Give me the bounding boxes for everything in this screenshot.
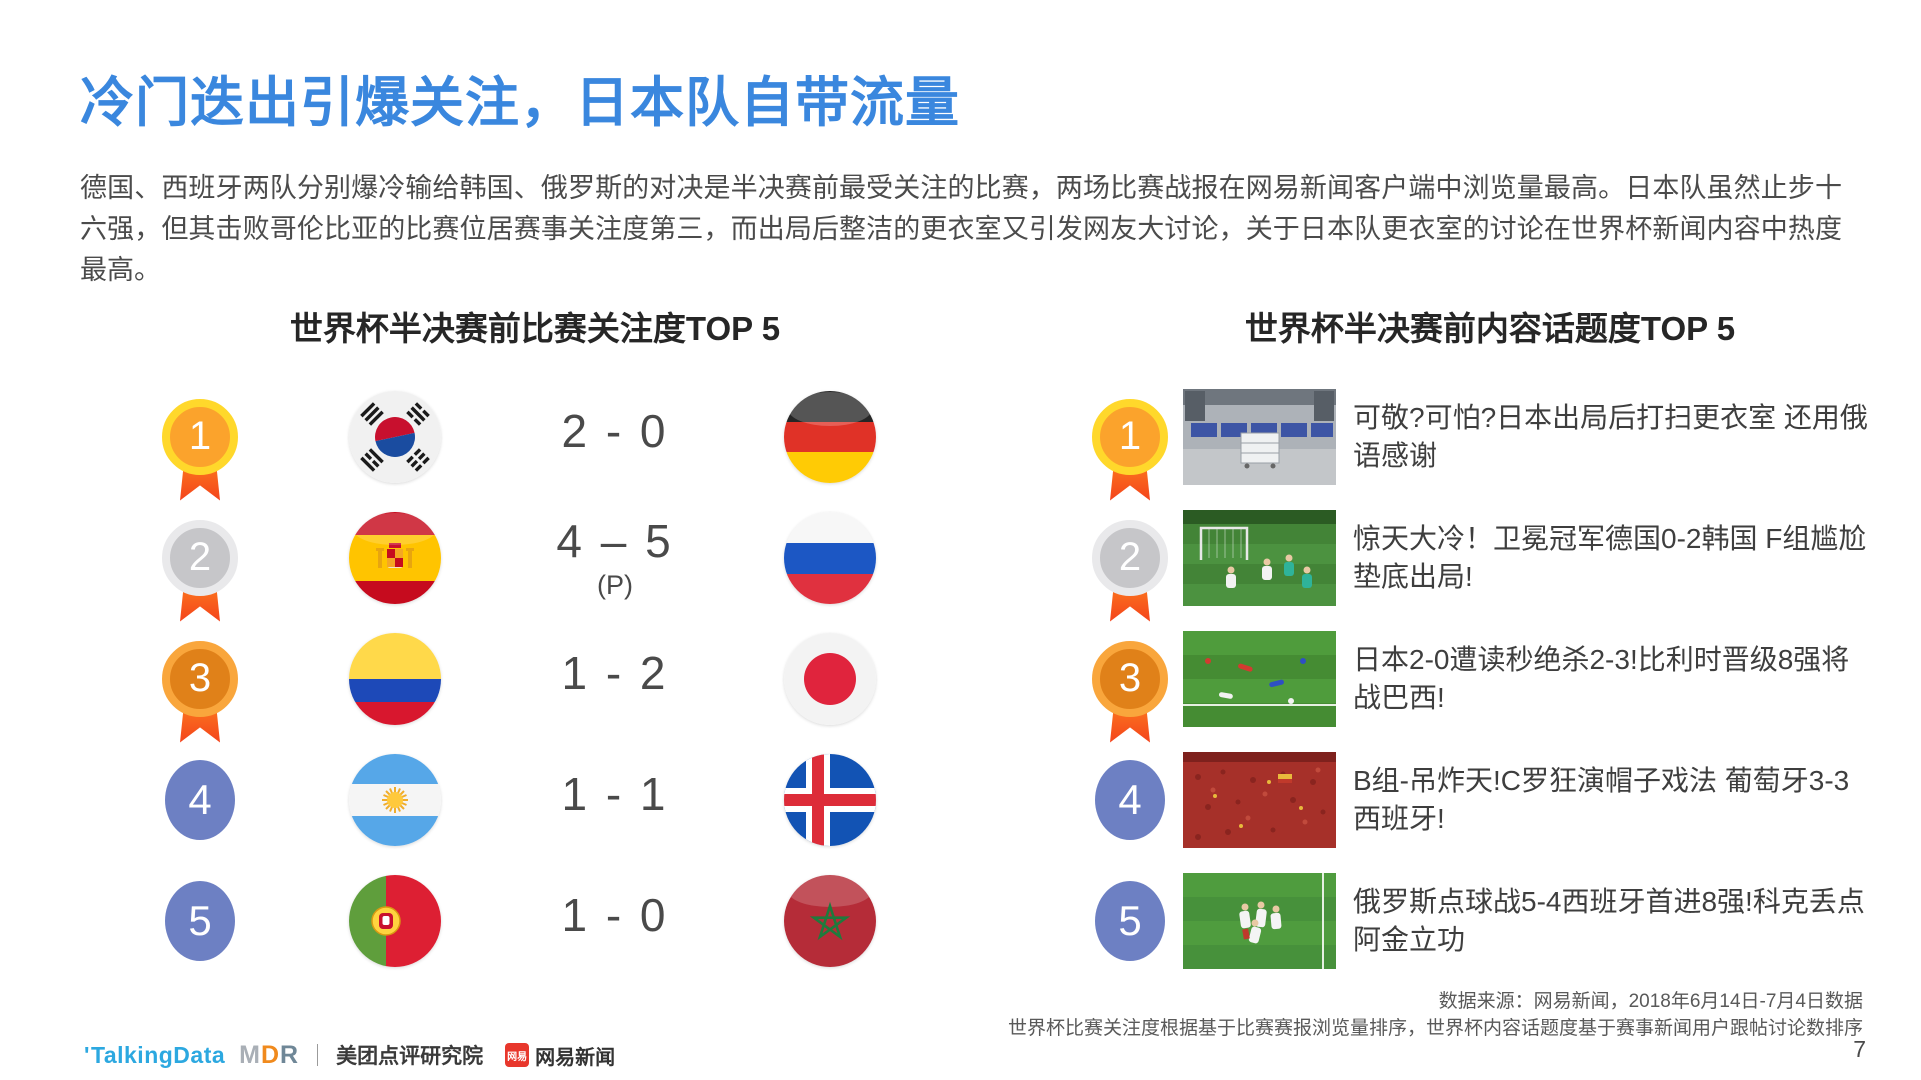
- germany-flag-icon: [784, 390, 876, 483]
- score-note: [561, 460, 668, 470]
- rank-3-medal-icon: 3: [162, 640, 238, 743]
- news-headline: 可敬?可怕?日本出局后打扫更衣室 还用俄语感谢: [1353, 401, 1868, 471]
- russia-spain-match-photo: [1182, 872, 1336, 969]
- table-row: 5 1 - 0: [130, 860, 950, 981]
- intro-paragraph: 德国、西班牙两队分别爆冷输给韩国、俄罗斯的对决是半决赛前最受关注的比赛，两场比赛…: [80, 173, 1842, 285]
- table-row: 2: [1092, 497, 1895, 622]
- match-attention-ranking: 1 2 - 0: [130, 376, 950, 981]
- locker-room-photo: [1182, 388, 1336, 485]
- rank-4-badge: 4: [1095, 759, 1165, 840]
- rank-2-medal-icon: 2: [1092, 519, 1168, 622]
- netease-badge-icon: 网易: [505, 1043, 530, 1067]
- data-source-note: 数据来源：网易新闻，2018年6月14日-7月4日数据 世界杯比赛关注度根据基于…: [1008, 988, 1863, 1042]
- meituan-dianping-institute-logo: 美团点评研究院: [336, 1045, 484, 1068]
- score-note: (P): [597, 570, 633, 600]
- mdr-logo: M D R: [239, 1040, 300, 1069]
- news-headline: 俄罗斯点球战5-4西班牙首进8强!科克丢点阿金立功: [1353, 885, 1865, 955]
- rank-5-badge: 5: [1095, 880, 1165, 961]
- table-row: 1 2 - 0: [130, 376, 950, 501]
- rank-number: 5: [188, 896, 212, 944]
- rank-number: 4: [1118, 775, 1142, 823]
- score-note: [561, 944, 668, 954]
- netease-news-logo: 网易 网易新闻: [505, 1041, 615, 1070]
- rank-1-medal-icon: 1: [1092, 398, 1168, 501]
- match-score: 1 - 1: [561, 767, 669, 820]
- germany-korea-match-photo: [1182, 509, 1336, 606]
- rank-4-badge: 4: [165, 759, 235, 840]
- table-row: 2 4 – 5: [130, 497, 950, 622]
- rank-number: 2: [1118, 535, 1142, 579]
- table-row: 1: [1092, 376, 1895, 501]
- match-score: 4 – 5: [556, 515, 674, 567]
- talkingdata-logo: TalkingData: [84, 1042, 225, 1069]
- table-row: 3 1 - 2: [130, 618, 950, 743]
- left-ranking-title: 世界杯半决赛前比赛关注度TOP 5: [289, 310, 781, 347]
- argentina-flag-icon: [349, 753, 441, 846]
- match-score: 2 - 0: [561, 404, 669, 457]
- match-score: 1 - 0: [561, 888, 669, 941]
- rank-number: 2: [188, 535, 212, 579]
- content-topic-ranking: 1: [1092, 376, 1895, 981]
- source-line-2: 世界杯比赛关注度根据基于比赛赛报浏览量排序，世界杯内容话题度基于赛事新闻用户跟帖…: [1007, 1018, 1863, 1039]
- japan-flag-icon: [784, 632, 876, 725]
- table-row: 5 俄罗斯点球战5-: [1095, 860, 1895, 981]
- table-row: 4: [1095, 739, 1895, 860]
- rank-number: 1: [188, 414, 212, 458]
- morocco-flag-icon: [784, 874, 876, 967]
- rank-3-medal-icon: 3: [1092, 640, 1168, 743]
- score-note: [561, 823, 668, 833]
- footer-logos: TalkingData M D R 美团点评研究院 网易 网易新闻: [84, 1040, 615, 1070]
- south-korea-flag-icon: [349, 390, 441, 483]
- news-headline: B组-吊炸天!C罗狂演帽子戏法 葡萄牙3-3西班牙!: [1353, 764, 1850, 834]
- right-ranking-title: 世界杯半决赛前内容话题度TOP 5: [1244, 310, 1736, 347]
- portugal-spain-fans-photo: [1182, 751, 1336, 848]
- score-note: [561, 702, 668, 712]
- news-headline: 日本2-0遭读秒绝杀2-3!比利时晋级8强将战巴西!: [1353, 643, 1850, 713]
- page-title: 冷门迭出引爆关注，日本队自带流量: [80, 73, 960, 133]
- table-row: 3 日本2-0遭读秒绝杀2-3!比利时晋级8强将战巴西!: [1092, 618, 1895, 743]
- russia-flag-icon: [784, 511, 876, 604]
- colombia-flag-icon: [349, 632, 441, 725]
- iceland-flag-icon: [784, 753, 876, 846]
- table-row: 4 1 - 1: [130, 739, 950, 860]
- source-line-1: 数据来源：网易新闻，2018年6月14日-7月4日数据: [1438, 991, 1863, 1012]
- rank-number: 4: [188, 775, 212, 823]
- rank-number: 3: [188, 656, 212, 700]
- news-headline: 惊天大冷！卫冕冠军德国0-2韩国 F组尴尬垫底出局!: [1353, 522, 1867, 592]
- rank-number: 1: [1118, 414, 1142, 458]
- rank-5-badge: 5: [165, 880, 235, 961]
- logo-divider: [317, 1044, 319, 1066]
- rank-number: 5: [1118, 896, 1142, 944]
- japan-belgium-match-photo: [1182, 630, 1336, 727]
- rank-number: 3: [1118, 656, 1142, 700]
- rank-1-medal-icon: 1: [162, 398, 238, 501]
- page-number: 7: [1853, 1036, 1866, 1062]
- match-score: 1 - 2: [561, 646, 669, 699]
- spain-flag-icon: [349, 511, 441, 604]
- portugal-flag-icon: [349, 874, 441, 967]
- rank-2-medal-icon: 2: [162, 519, 238, 622]
